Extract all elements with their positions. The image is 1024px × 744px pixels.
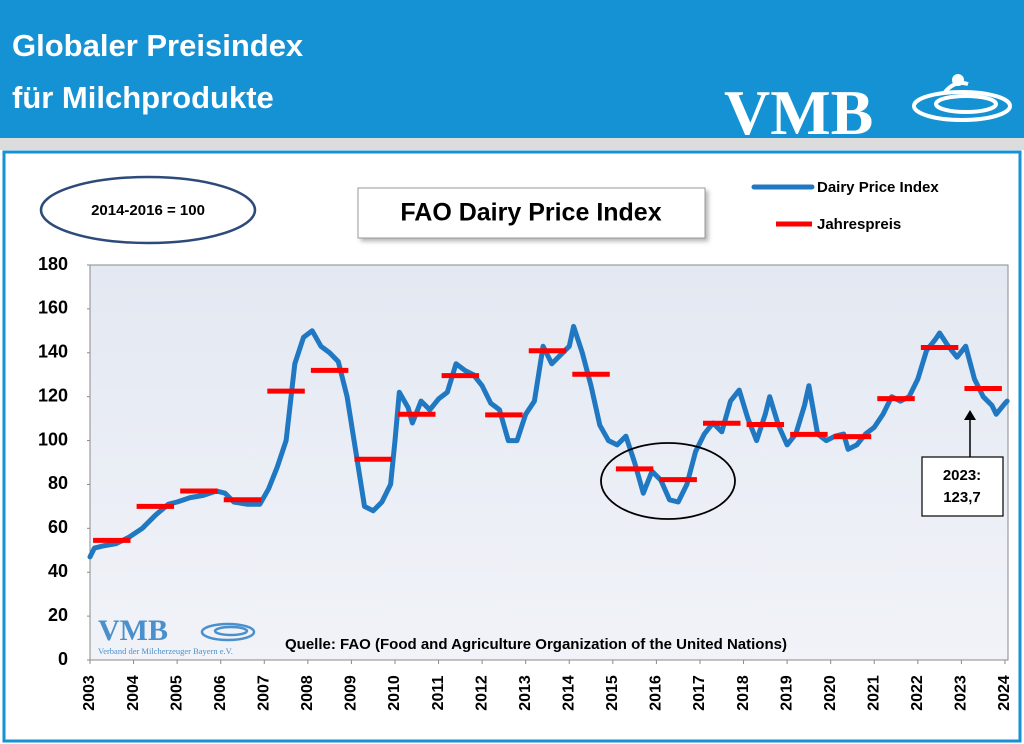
base-note: 2014-2016 = 100 (91, 202, 205, 219)
highlight-ellipse (600, 442, 736, 520)
x-tick-label: 2010 (386, 675, 403, 711)
source-note: Quelle: FAO (Food and Agriculture Organi… (285, 636, 787, 653)
header-band (0, 0, 1024, 138)
header-title: Globaler Preisindex (12, 28, 304, 63)
y-tick-label: 0 (58, 649, 68, 669)
x-tick-label: 2022 (909, 675, 926, 711)
x-tick-label: 2021 (865, 675, 882, 711)
x-tick-label: 2007 (255, 675, 272, 711)
y-tick-label: 100 (38, 429, 68, 449)
x-tick-label: 2017 (691, 675, 708, 711)
base-ellipse (39, 175, 257, 245)
x-tick-label: 2016 (648, 675, 665, 711)
chart-title: FAO Dairy Price Index (400, 199, 661, 227)
x-tick-label: 2023 (953, 675, 970, 711)
y-tick-label: 180 (38, 254, 68, 274)
annotation-arrowhead (964, 410, 976, 420)
x-tick-label: 2024 (996, 675, 1013, 711)
y-tick-label: 20 (48, 605, 68, 625)
annotation-text: 123,7 (943, 489, 981, 506)
x-tick-label: 2011 (430, 676, 447, 711)
annotation-box (921, 456, 1004, 517)
legend-label: Dairy Price Index (817, 179, 939, 196)
small-logo-swirl (200, 622, 256, 642)
legend-label: Jahrespreis (817, 216, 901, 233)
chart-marks (87, 264, 1010, 664)
y-tick-label: 120 (38, 385, 68, 405)
x-tick-label: 2008 (299, 675, 316, 711)
header-title: für Milchprodukte (12, 80, 274, 115)
x-tick-label: 2020 (822, 675, 839, 711)
y-tick-label: 40 (48, 561, 68, 581)
x-tick-label: 2015 (604, 675, 621, 711)
title-box (357, 187, 706, 239)
y-tick-label: 80 (48, 473, 68, 493)
small-logo-subtitle: Verband der Milcherzeuger Bayern e.V. (98, 646, 233, 656)
x-tick-label: 2003 (81, 675, 98, 711)
x-tick-label: 2012 (473, 675, 490, 711)
logo-text: VMB (724, 77, 873, 148)
y-tick-label: 160 (38, 298, 68, 318)
x-tick-label: 2005 (168, 675, 185, 711)
separator (0, 138, 1024, 150)
x-tick-label: 2019 (778, 675, 795, 711)
index-line (87, 323, 1010, 560)
x-tick-label: 2006 (212, 675, 229, 711)
x-tick-label: 2014 (560, 675, 577, 711)
small-logo-text: VMB (98, 614, 168, 647)
logo-swirl (912, 74, 1012, 122)
plot-area (89, 264, 1009, 661)
x-tick-label: 2004 (125, 675, 142, 711)
y-tick-label: 60 (48, 517, 68, 537)
x-tick-label: 2009 (343, 675, 360, 711)
x-tick-label: 2013 (517, 675, 534, 711)
y-tick-label: 140 (38, 342, 68, 362)
x-tick-label: 2018 (735, 675, 752, 711)
annotation-text: 2023: (943, 467, 981, 484)
